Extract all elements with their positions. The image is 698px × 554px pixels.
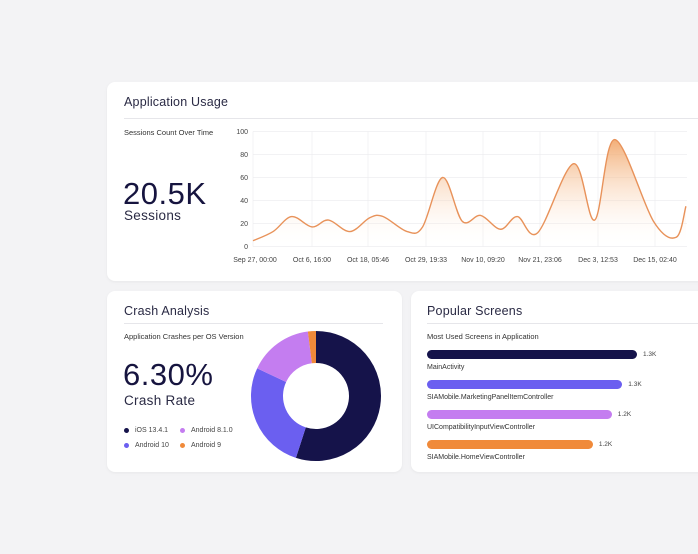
- screen-bar: [427, 410, 612, 419]
- card-title: Popular Screens: [427, 304, 523, 318]
- crash-donut-chart: [251, 331, 381, 461]
- legend-dot: [180, 428, 185, 433]
- screen-bar: [427, 380, 623, 389]
- screen-bar-label: SIAMobile.HomeViewController: [427, 454, 525, 461]
- y-tick-label: 80: [240, 152, 248, 159]
- y-tick-label: 20: [240, 221, 248, 228]
- x-tick-label: Sep 27, 00:00: [233, 257, 277, 264]
- chart-subtitle: Application Crashes per OS Version: [124, 332, 244, 341]
- y-tick-label: 0: [244, 244, 248, 251]
- legend-label: Android 10: [135, 442, 169, 449]
- chart-subtitle: Sessions Count Over Time: [124, 128, 214, 137]
- divider: [124, 118, 698, 119]
- donut-slice: [295, 331, 381, 461]
- screen-bar-label: UICompatibilityInputViewController: [427, 424, 536, 431]
- screen-bar-value: 1.2K: [598, 441, 613, 448]
- screen-bar-value: 1.3K: [628, 381, 642, 388]
- legend-label: Android 8.1.0: [191, 427, 233, 434]
- x-tick-label: Oct 6, 16:00: [293, 257, 331, 264]
- application-usage-card: Application Usage Sessions Count Over Ti…: [107, 82, 698, 281]
- sessions-chart: 0 20 40 60 80 100 Sep 27, 00:00 Oct 6, 16:00 Oct…: [233, 129, 687, 264]
- y-tick-label: 40: [240, 198, 248, 205]
- x-tick-label: Nov 10, 09:20: [461, 257, 505, 264]
- legend-label: Android 9: [191, 442, 221, 449]
- y-tick-label: 100: [236, 129, 248, 136]
- chart-subtitle: Most Used Screens in Application: [427, 332, 539, 341]
- screen-bar: [427, 440, 593, 449]
- crash-rate-label: Crash Rate: [124, 393, 196, 408]
- x-tick-label: Nov 21, 23:06: [518, 257, 562, 264]
- crash-rate-value: 6.30%: [123, 357, 214, 392]
- legend-item: iOS 13.4.1: [124, 426, 168, 435]
- screen-bar-label: SIAMobile.MarketingPanelItemController: [427, 394, 554, 401]
- x-tick-label: Dec 15, 02:40: [633, 257, 677, 264]
- y-tick-label: 60: [240, 175, 248, 182]
- screen-bar: [427, 350, 637, 359]
- sessions-value: 20.5K: [123, 176, 207, 211]
- screen-bar-value: 1.3K: [643, 351, 657, 358]
- x-tick-label: Oct 18, 05:46: [347, 257, 389, 264]
- screen-bar-label: MainActivity: [427, 364, 465, 371]
- legend-item: Android 9: [180, 441, 221, 450]
- legend-item: Android 10: [124, 441, 169, 450]
- popular-screens-card: Popular Screens Most Used Screens in App…: [411, 291, 698, 472]
- screen-bar-value: 1.2K: [617, 411, 632, 418]
- card-title: Application Usage: [124, 95, 229, 109]
- divider: [427, 323, 698, 324]
- sessions-label: Sessions: [124, 208, 182, 223]
- x-tick-label: Dec 3, 12:53: [578, 257, 618, 264]
- legend-dot: [124, 428, 129, 433]
- sessions-line: [252, 138, 687, 242]
- legend-label: iOS 13.4.1: [135, 427, 169, 434]
- sessions-area: [253, 139, 686, 247]
- card-title: Crash Analysis: [124, 304, 210, 318]
- legend-dot: [180, 443, 185, 448]
- x-tick-label: Oct 29, 19:33: [405, 257, 447, 264]
- divider: [124, 323, 383, 324]
- legend-item: Android 8.1.0: [180, 426, 233, 435]
- donut-slice: [257, 331, 313, 383]
- legend-dot: [124, 443, 129, 448]
- donut-slice: [251, 368, 307, 458]
